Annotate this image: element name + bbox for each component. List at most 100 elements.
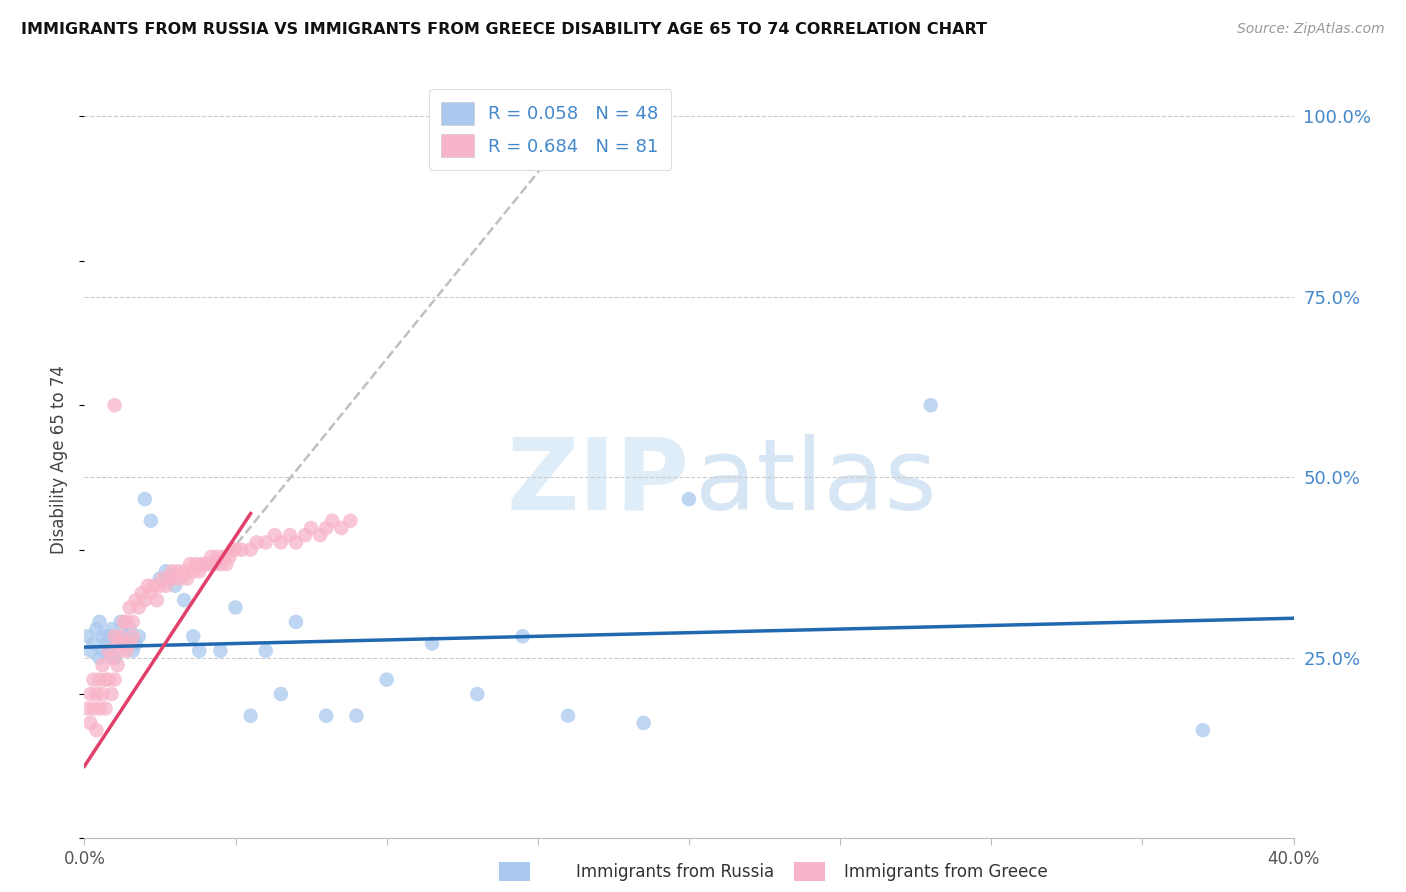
Point [89,673,111,687]
Point [118,636,141,650]
Point [97,644,120,658]
Point [149,579,172,593]
Text: IMMIGRANTS FROM RUSSIA VS IMMIGRANTS FROM GREECE DISABILITY AGE 65 TO 74 CORRELA: IMMIGRANTS FROM RUSSIA VS IMMIGRANTS FRO… [21,22,987,37]
Point [91,687,114,701]
Point [557,708,579,723]
Point [107,658,129,673]
Point [157,572,180,586]
Point [1192,723,1215,738]
Point [420,636,443,650]
Point [128,600,150,615]
Point [89,651,111,665]
Point [270,687,292,701]
Point [112,636,135,650]
Point [176,572,198,586]
Point [104,398,127,412]
Point [104,636,127,650]
Point [678,492,700,507]
Point [94,673,117,687]
Point [149,572,172,586]
Point [112,636,135,650]
Point [160,564,183,578]
Point [125,593,148,607]
Point [225,600,247,615]
Point [134,492,156,507]
Point [121,644,143,658]
Text: ZIP: ZIP [506,434,689,531]
Point [76,701,98,715]
Point [188,564,211,578]
Point [136,579,159,593]
Point [155,579,177,593]
Text: atlas: atlas [695,434,936,531]
Point [218,549,240,564]
Point [107,629,129,643]
Point [115,629,138,643]
Point [82,701,104,715]
Point [920,398,942,412]
Point [121,615,143,629]
Point [118,600,141,615]
Point [100,622,122,636]
Point [225,542,247,557]
Point [94,701,117,715]
Point [170,572,193,586]
Point [270,535,292,549]
Point [254,644,277,658]
Point [221,542,243,557]
Point [104,651,127,665]
Point [346,708,368,723]
Point [82,673,104,687]
Point [110,615,132,629]
Point [173,564,195,578]
Point [104,629,127,643]
Point [200,557,222,571]
Point [110,629,132,643]
Point [142,579,165,593]
Point [91,658,114,673]
Point [278,528,301,542]
Point [97,644,120,658]
Point [100,687,122,701]
Point [97,673,120,687]
Point [112,615,135,629]
Point [89,701,111,715]
Point [315,708,337,723]
Point [188,644,211,658]
Point [125,636,148,650]
Point [512,629,534,643]
Point [107,636,129,650]
Point [330,521,353,535]
Point [128,629,150,643]
Point [194,557,217,571]
Point [209,557,232,571]
Point [139,586,162,600]
Point [202,557,225,571]
Point [231,542,253,557]
Point [131,586,153,600]
Point [89,615,111,629]
Point [97,629,120,643]
Point [79,715,101,730]
Point [186,557,208,571]
Point [212,549,235,564]
Point [339,514,361,528]
Point [375,673,398,687]
Point [197,557,219,571]
Point [91,629,114,643]
Point [191,557,214,571]
Point [263,528,285,542]
Point [115,644,138,658]
Text: Source: ZipAtlas.com: Source: ZipAtlas.com [1237,22,1385,37]
Point [200,549,222,564]
Point [239,708,262,723]
Text: Immigrants from Greece: Immigrants from Greece [844,863,1047,881]
Point [173,593,195,607]
Point [146,593,169,607]
Point [94,636,117,650]
Point [633,715,655,730]
Point [82,636,104,650]
Point [115,615,138,629]
Point [299,521,322,535]
Point [285,615,308,629]
